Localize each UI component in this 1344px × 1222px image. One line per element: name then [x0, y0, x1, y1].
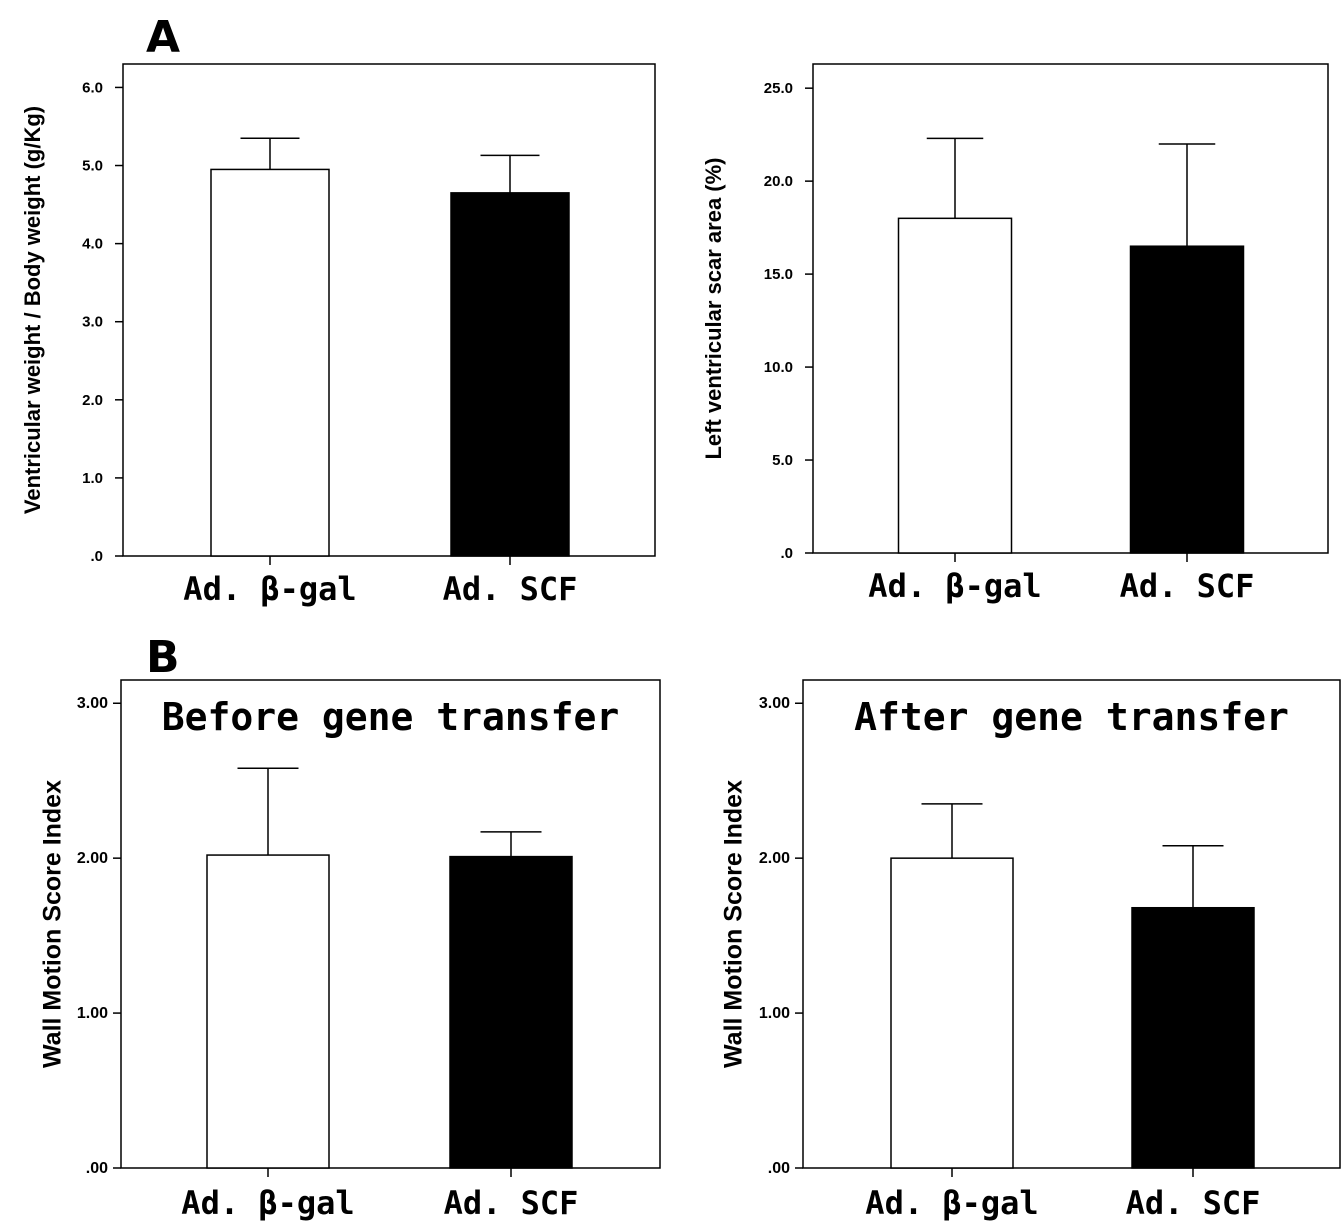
bar [890, 857, 1014, 1169]
y-tick-label: 1.00 [759, 1005, 790, 1022]
chart-4: After gene transfer .00 1.00 2.00 3.00 Wall M… [720, 679, 1341, 1222]
panel-label-b: B [146, 632, 180, 683]
y-tick-label: 2.0 [82, 392, 103, 409]
y-tick-label: .00 [768, 1160, 790, 1177]
chart-1: .0 1.0 2.0 3.0 4.0 5.0 6.0 Ventricular weight /… [20, 63, 656, 608]
bar [450, 192, 570, 557]
y-tick-label: .0 [90, 548, 103, 565]
y-tick-label: 3.00 [77, 695, 108, 712]
y-tick-label: 6.0 [82, 79, 103, 96]
bar [897, 217, 1013, 554]
x-tick-label: Ad. SCF [443, 570, 578, 608]
y-tick-label: 10.0 [764, 359, 793, 376]
y-axis-label: Wall Motion Score Index [720, 780, 748, 1068]
y-axis-label: Ventricular weight / Body weight (g/Kg) [20, 106, 45, 514]
x-tick-label: Ad. β-gal [868, 567, 1041, 605]
y-axis-label: Wall Motion Score Index [39, 780, 67, 1068]
y-tick-label: 3.00 [759, 695, 790, 712]
x-tick-label: Ad. SCF [1120, 567, 1255, 605]
x-tick-label: Ad. SCF [1126, 1184, 1261, 1222]
x-tick-label: Ad. β-gal [181, 1184, 354, 1222]
bar [1131, 906, 1255, 1169]
y-tick-label: 15.0 [764, 266, 793, 283]
y-tick-label: 2.00 [77, 850, 108, 867]
x-tick-label: Ad. β-gal [183, 570, 356, 608]
plot-frame [802, 679, 1341, 1169]
charts-container: .0 1.0 2.0 3.0 4.0 5.0 6.0 Ventricular weight /… [20, 63, 1341, 1222]
plot-frame [122, 63, 656, 557]
y-tick-label: 5.0 [772, 452, 793, 469]
panel-label-a: A [146, 12, 180, 63]
y-tick-label: 5.0 [82, 158, 103, 175]
chart-title: Before gene transfer [162, 695, 620, 739]
y-tick-label: 1.0 [82, 470, 103, 487]
plot-frame [812, 63, 1329, 554]
chart-2: .0 5.0 10.0 15.0 20.0 25.0 Left ventricular sc… [701, 63, 1329, 605]
bar [449, 855, 573, 1169]
x-tick-label: Ad. SCF [444, 1184, 579, 1222]
y-tick-label: 2.00 [759, 850, 790, 867]
bar [210, 168, 330, 557]
chart-title: After gene transfer [854, 695, 1289, 739]
y-tick-label: 1.00 [77, 1005, 108, 1022]
y-tick-label: 20.0 [764, 173, 793, 190]
y-tick-label: 4.0 [82, 236, 103, 253]
chart-3: Before gene transfer .00 1.00 2.00 3.00 Wall … [39, 679, 661, 1222]
y-tick-label: 3.0 [82, 314, 103, 331]
y-tick-label: .0 [780, 545, 793, 562]
y-tick-label: 25.0 [764, 80, 793, 97]
y-tick-label: .00 [86, 1160, 108, 1177]
bar [1129, 245, 1245, 554]
x-tick-label: Ad. β-gal [865, 1184, 1038, 1222]
bar [206, 854, 330, 1169]
y-axis-label: Left ventricular scar area (%) [701, 157, 726, 459]
plot-frame [120, 679, 661, 1169]
